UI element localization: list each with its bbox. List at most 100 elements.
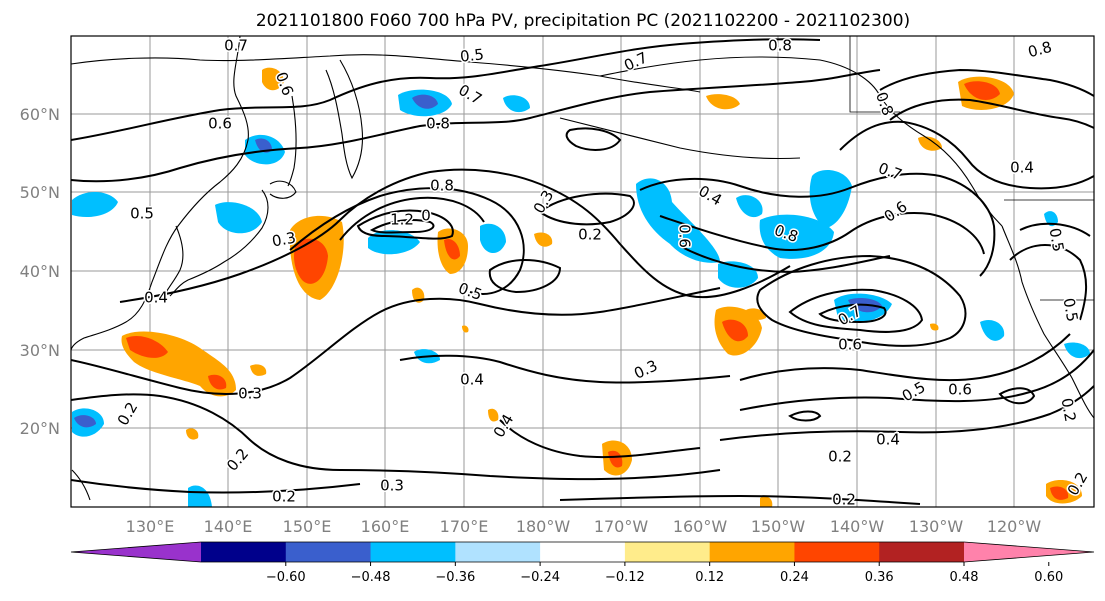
coastline-japan [169, 189, 269, 297]
pv-contour [889, 98, 1094, 129]
colorbar-swatch [201, 542, 287, 562]
lon-label: 150°W [751, 517, 806, 536]
precip-blob [74, 415, 96, 428]
coastline-philippines [71, 469, 91, 501]
contour-label: 0.2 [578, 226, 602, 244]
contour-label: 0.2 [272, 488, 296, 506]
lat-label: 30°N [20, 341, 60, 360]
longitude-labels: 130°E 140°E 150°E 160°E 170°E 180°W 170°… [126, 517, 1042, 536]
lat-label: 50°N [20, 183, 60, 202]
coastline-alaska [599, 56, 1003, 227]
precip-blob [72, 191, 118, 218]
contour-label: 0.4 [876, 431, 900, 449]
precip-shading [72, 67, 1090, 507]
pv-contour [559, 494, 921, 505]
coastline-asia [71, 36, 249, 351]
colorbar-swatch [455, 542, 541, 562]
precip-blob [1050, 486, 1069, 500]
border-canada [849, 36, 900, 113]
pv-contour [71, 393, 721, 481]
precip-blob [636, 178, 720, 263]
contour-label: 0.2 [832, 491, 856, 509]
contour-label: 0.6 [208, 115, 232, 133]
coastline-kamchatka [325, 59, 364, 180]
precip-blob [186, 428, 199, 440]
contour-label: 0.6 [838, 336, 862, 354]
lon-label: 130°W [909, 517, 964, 536]
lon-label: 120°W [987, 517, 1042, 536]
precip-blob [188, 485, 212, 507]
contour-label: 0.3 [380, 477, 404, 495]
precip-blob [534, 232, 553, 247]
colorbar-tick-label: −0.24 [520, 570, 560, 585]
contour-label: 0.2 [828, 448, 852, 466]
pv-contour [879, 68, 1094, 97]
pv-contour [756, 254, 967, 347]
lon-label: 180°W [516, 517, 571, 536]
lon-label: 140°W [830, 517, 885, 536]
colorbar-ticks: −0.60 −0.48 −0.36 −0.24 −0.12 0.12 0.24 … [266, 570, 1063, 585]
contour-label: 0.8 [430, 177, 454, 195]
coastline-northamerica [1001, 225, 1094, 419]
lon-label: 170°E [440, 517, 489, 536]
contour-label: 0.5 [459, 45, 485, 65]
pv-contour [369, 219, 435, 234]
precip-blob [736, 195, 763, 218]
contour-label: 0.6 [948, 381, 972, 399]
colorbar-extend-low [71, 542, 201, 562]
colorbar-swatches [70, 541, 1095, 566]
colorbar-outline [70, 541, 1095, 563]
pv-contour [71, 287, 721, 395]
pv-contour [1019, 222, 1091, 237]
coastline-aleutians [559, 117, 801, 160]
pv-contour [788, 288, 924, 333]
pv-contour [739, 333, 1071, 382]
lat-label: 40°N [20, 262, 60, 281]
coastline-korea [161, 225, 184, 301]
colorbar-tick-label: −0.60 [266, 570, 306, 585]
coastline-siberia [71, 54, 701, 93]
precip-blob [930, 323, 939, 331]
colorbar-swatch [624, 542, 711, 562]
pv-contour [659, 211, 985, 255]
pv-contour [339, 196, 485, 241]
pv-contour [289, 187, 525, 295]
precip-blob [255, 138, 272, 153]
lat-label: 20°N [20, 419, 60, 438]
precip-blob [706, 94, 740, 110]
pv-contour [119, 168, 791, 303]
precip-blob [412, 94, 438, 109]
colorbar-swatch [709, 542, 795, 562]
lon-label: 140°E [204, 517, 253, 536]
contour-label: 0.4 [460, 371, 484, 389]
pv-contour [538, 192, 635, 226]
precip-blob [262, 67, 284, 91]
colorbar-swatch [370, 542, 456, 562]
lon-label: 170°W [594, 517, 649, 536]
colorbar-tick-label: −0.48 [351, 570, 391, 585]
map-frame [70, 35, 1095, 508]
precip-blob [462, 325, 469, 333]
pv-contour [1009, 244, 1087, 321]
pv-contour [499, 419, 701, 459]
lon-label: 160°W [673, 517, 728, 536]
contour-label: 0.3 [271, 229, 298, 251]
pv-contour [839, 120, 1094, 190]
colorbar-swatch [879, 542, 965, 562]
precip-blob [215, 202, 262, 234]
pv-contour [71, 38, 821, 141]
pv-contour [998, 387, 1036, 405]
precip-blob [444, 238, 460, 260]
contour-label: 0.4 [1010, 159, 1034, 177]
precip-blob [488, 408, 499, 422]
pv-contour [71, 69, 881, 183]
colorbar-swatch [540, 542, 626, 562]
pv-contour [739, 349, 1094, 411]
contour-label: 0.5 [130, 205, 154, 223]
pv-contour [788, 410, 822, 422]
colorbar-tick-label: −0.12 [605, 570, 645, 585]
contour-label: 0.6 [676, 224, 694, 248]
contour-label: 0.4 [144, 289, 168, 307]
figure-title: 2021101800 F060 700 hPa PV, precipitatio… [256, 11, 910, 31]
